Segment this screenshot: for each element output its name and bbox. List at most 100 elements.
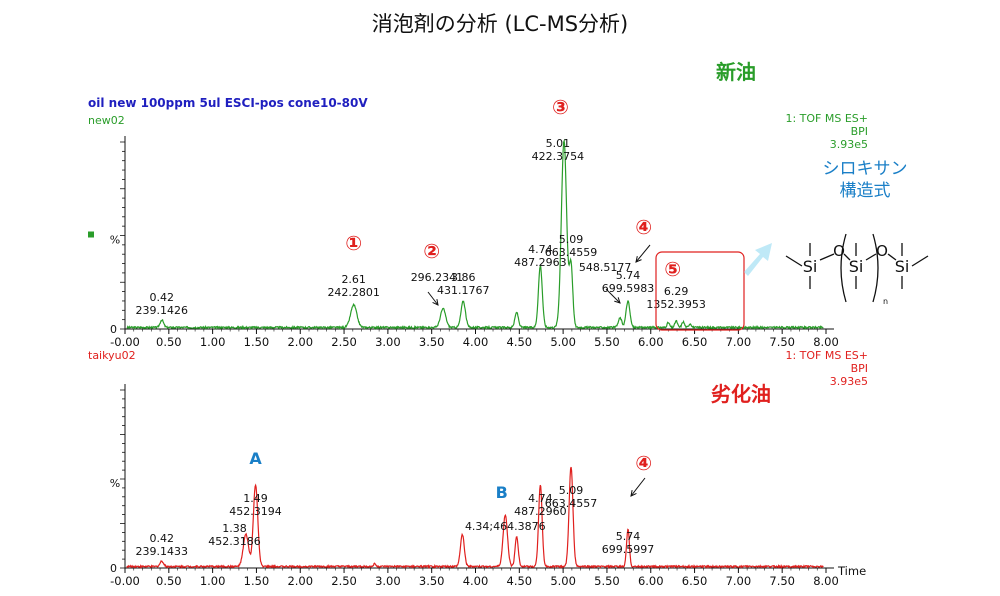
top-x-tick-label: 1.00 xyxy=(200,335,226,349)
top-peak-label: 431.1767 xyxy=(437,284,490,297)
top-peak-marker: ① xyxy=(345,231,362,255)
bottom-panel-sample: taikyu02 xyxy=(88,349,136,362)
top-panel-sample: new02 xyxy=(88,114,125,127)
top-trace xyxy=(126,138,824,331)
top-peak-label: 5.74 xyxy=(616,269,641,282)
bottom-x-tick-label: 2.00 xyxy=(287,574,313,588)
top-peak-marker: ⑤ xyxy=(664,257,681,281)
top-x-tick-label: 5.50 xyxy=(594,335,620,349)
bottom-detector: 1: TOF MS ES+ xyxy=(785,349,868,362)
bottom-peak-marker: ④ xyxy=(635,451,652,475)
bond-o-si2 xyxy=(843,253,851,261)
bottom-x-tick-label: 5.50 xyxy=(594,574,620,588)
top-peak-label: 699.5983 xyxy=(602,282,655,295)
top-peak-label: 242.2801 xyxy=(327,286,380,299)
bottom-intensity: 3.93e5 xyxy=(829,375,868,388)
bottom-x-tick-label: 8.00 xyxy=(813,574,839,588)
atom-si2: Si xyxy=(849,257,864,276)
top-x-tick-label: 3.50 xyxy=(419,335,445,349)
bond-o2-si3 xyxy=(887,253,897,261)
top-peak-label: 663.4559 xyxy=(545,246,598,259)
bottom-x-tick-label: 4.50 xyxy=(507,574,533,588)
atom-si3: Si xyxy=(895,257,910,276)
bond-left-methyl xyxy=(785,255,803,267)
arrow-peak-4-bottom xyxy=(630,477,646,497)
atom-o1: O xyxy=(833,242,845,260)
bottom-peak-label: 487.2960 xyxy=(514,505,567,518)
top-x-tick-label: 6.00 xyxy=(638,335,664,349)
top-x-tick-label: 3.00 xyxy=(375,335,401,349)
bond-si1-o xyxy=(819,253,835,261)
arrow-peak-548-head xyxy=(614,297,621,304)
top-panel-header: oil new 100ppm 5ul ESCI-pos cone10-80V xyxy=(88,96,368,110)
bottom-x-tick-label: 1.00 xyxy=(200,574,226,588)
bottom-x-tick-label: 4.00 xyxy=(463,574,489,588)
bottom-peak-marker: B xyxy=(496,483,508,502)
bottom-peak-label: 5.09 xyxy=(559,484,584,497)
arrow-peak-548 xyxy=(605,288,621,304)
bottom-peak-label: 0.42 xyxy=(150,532,175,545)
top-x-tick-label: 6.50 xyxy=(682,335,708,349)
top-x-tick-label: 8.00 xyxy=(813,335,839,349)
top-detector: 1: TOF MS ES+ xyxy=(785,112,868,125)
top-x-tick-label: -0.00 xyxy=(110,335,140,349)
top-peak-marker: ③ xyxy=(552,95,569,119)
bottom-peak-label: 452.3194 xyxy=(229,505,282,518)
top-peak-label: 487.2963 xyxy=(514,256,567,269)
atom-si1: Si xyxy=(803,257,818,276)
siloxane-line1: シロキサン xyxy=(822,159,908,179)
new-oil-label: 新油 xyxy=(716,60,756,84)
bottom-x-tick-label: -0.00 xyxy=(110,574,140,588)
atom-o2: O xyxy=(876,242,888,260)
top-peak-label: 296.2341 xyxy=(411,271,464,284)
bottom-peak-label: 4.34;464.3876 xyxy=(465,520,546,533)
top-x-tick-label: 0.50 xyxy=(156,335,182,349)
top-peak-marker: ② xyxy=(423,239,440,263)
top-series-marker xyxy=(88,231,94,238)
arrow-peak-2-head xyxy=(432,299,439,306)
bottom-y-tick-label: 0 xyxy=(110,562,117,575)
top-chart: 0% -0.00 0.50 1.00 1.50 2.00 2.50 3.00 3.50 4.00 4… xyxy=(88,95,839,349)
bottom-x-axis-label: Time xyxy=(837,564,866,578)
top-peak-label: 422.3754 xyxy=(532,150,585,163)
arrow-peak-4-top xyxy=(635,244,651,263)
bottom-x-tick-label: 5.00 xyxy=(550,574,576,588)
siloxane-title: シロキサン 構造式 xyxy=(800,158,930,202)
bond-right-methyl xyxy=(911,255,929,267)
top-peak-label: 2.61 xyxy=(341,273,366,286)
siloxane-line2: 構造式 xyxy=(839,181,891,201)
top-x-tick-label: 1.50 xyxy=(244,335,270,349)
bottom-peak-label: 239.1433 xyxy=(136,545,189,558)
top-x-tick-label: 2.50 xyxy=(331,335,357,349)
siloxane-structure xyxy=(785,233,929,303)
top-peak-label: 5.09 xyxy=(559,233,584,246)
bottom-x-tick-label: 6.50 xyxy=(682,574,708,588)
bracket-right xyxy=(872,233,879,303)
top-peak-label: 6.29 xyxy=(664,285,689,298)
top-intensity: 3.93e5 xyxy=(829,138,868,151)
top-peak-label: 239.1426 xyxy=(136,304,189,317)
bottom-trace xyxy=(126,466,824,569)
bracket-left xyxy=(840,233,847,303)
top-peak-label: 0.42 xyxy=(150,291,175,304)
bottom-peak-label: 699.5997 xyxy=(602,543,655,556)
top-peak-marker: ④ xyxy=(635,215,652,239)
top-mode: BPI xyxy=(850,125,868,138)
top-x-tick-label: 5.00 xyxy=(550,335,576,349)
bottom-chart: 0% -0.00 0.50 1.00 1.50 2.00 2.50 3.00 3.50 4.00 4… xyxy=(110,384,866,588)
arrow-peak-4-bottom-head xyxy=(630,490,637,497)
top-x-tick-label: 4.00 xyxy=(463,335,489,349)
top-x-tick-label: 7.50 xyxy=(769,335,795,349)
top-x-tick-label: 4.50 xyxy=(507,335,533,349)
bottom-x-tick-label: 1.50 xyxy=(244,574,270,588)
bottom-peak-label: 452.3186 xyxy=(208,535,261,548)
bond-si2-o2 xyxy=(865,253,877,261)
bottom-peak-label: 1.49 xyxy=(243,492,268,505)
arrow-peak-2 xyxy=(427,291,439,306)
top-x-tick-label: 2.00 xyxy=(287,335,313,349)
arrow-peak-4-top-head xyxy=(635,256,642,263)
siloxane-arrow xyxy=(744,243,772,276)
top-peak-label: 548.5177 xyxy=(579,261,632,274)
bottom-x-tick-label: 3.00 xyxy=(375,574,401,588)
